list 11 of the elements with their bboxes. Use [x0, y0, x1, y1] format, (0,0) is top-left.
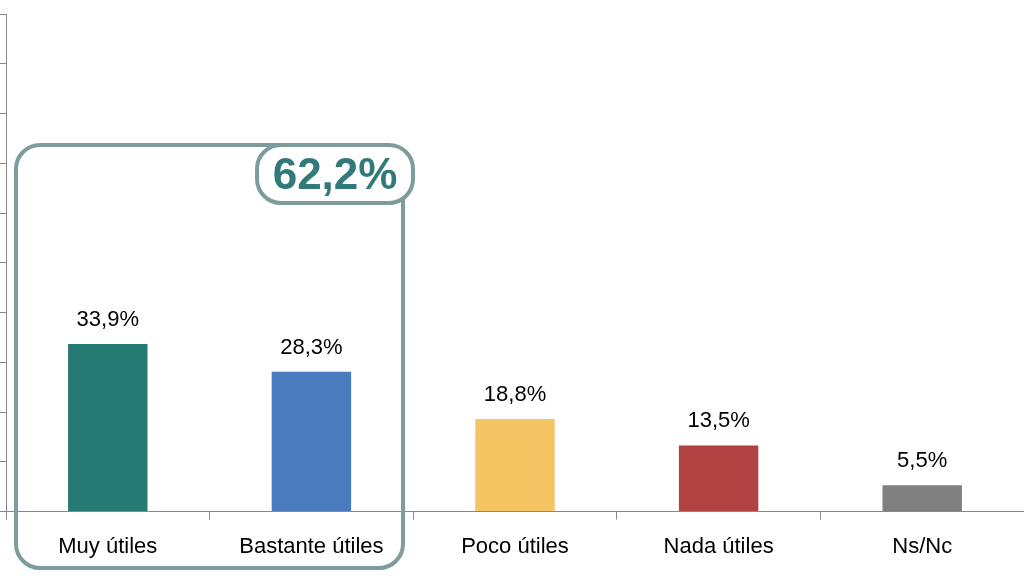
x-tick-label: Bastante útiles [239, 532, 384, 558]
annotation: 62,2% [255, 143, 416, 206]
data-label: 33,9% [76, 305, 139, 331]
data-label: 5,5% [897, 447, 948, 473]
x-tick-label: Muy útiles [58, 532, 158, 558]
data-label: 13,5% [687, 407, 750, 433]
data-label: 18,8% [483, 381, 547, 407]
x-tick-label: Ns/Nc [892, 532, 953, 558]
data-label: 28,3% [280, 333, 343, 359]
x-tick-label: Nada útiles [663, 532, 774, 558]
x-tick-label: Poco útiles [461, 532, 569, 558]
